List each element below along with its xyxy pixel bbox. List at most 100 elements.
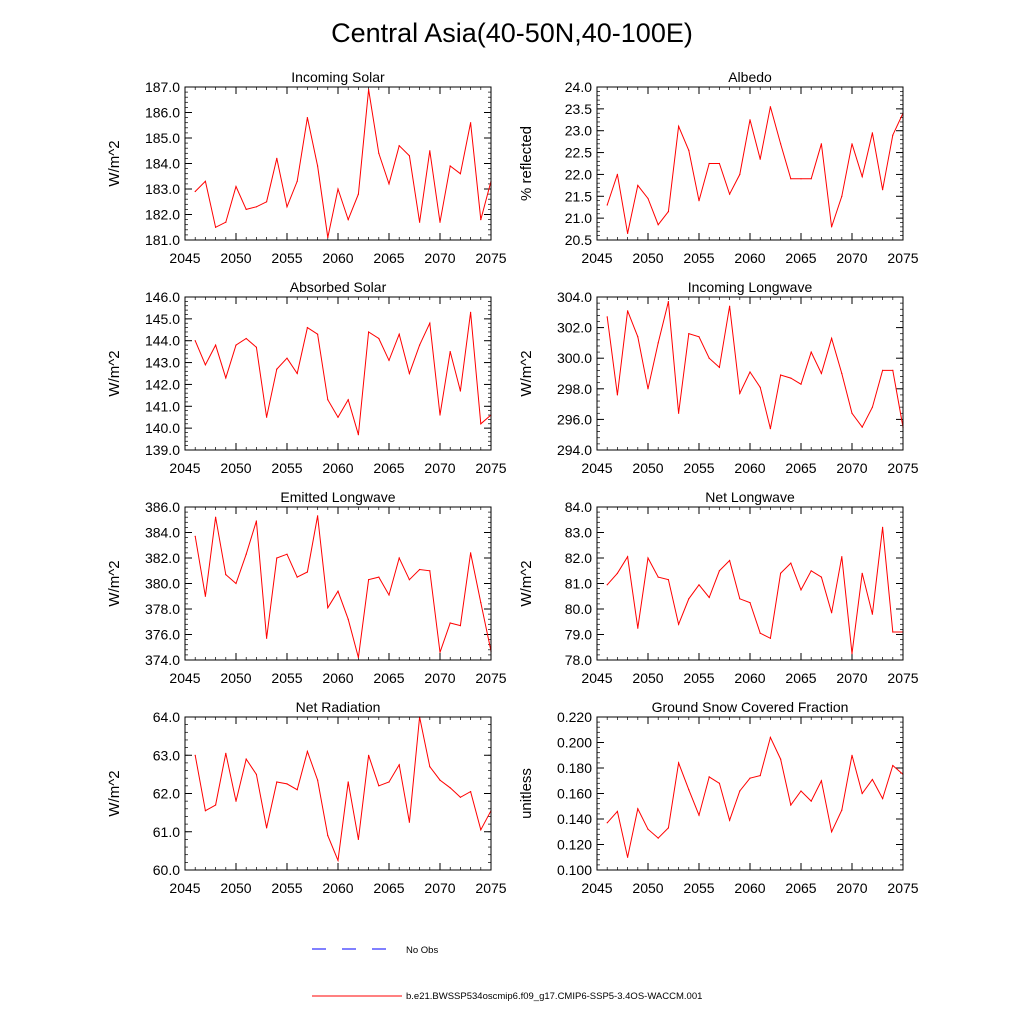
- xtick-label: 2045: [581, 880, 612, 896]
- data-point: [439, 221, 441, 223]
- data-point: [708, 776, 710, 778]
- data-point: [627, 310, 629, 312]
- panel-title-net-radiation: Net Radiation: [296, 699, 381, 715]
- xtick-label: 2065: [373, 250, 404, 266]
- xtick-label: 2045: [581, 670, 612, 686]
- data-point: [245, 758, 247, 760]
- panel-ground-snow-covered-fraction: Ground Snow Covered Fraction unitless 2045…: [518, 699, 919, 896]
- data-point: [225, 377, 227, 379]
- xtick-label: 2060: [322, 250, 353, 266]
- xtick-label: 2075: [475, 880, 506, 896]
- ytick-label: 79.0: [565, 627, 592, 643]
- ytick-label: 0.220: [557, 709, 592, 725]
- data-point: [439, 651, 441, 653]
- data-point: [357, 434, 359, 436]
- plot-frame: [184, 296, 492, 451]
- data-point: [378, 576, 380, 578]
- ylabel-albedo: % reflected: [518, 126, 535, 201]
- data-point: [749, 119, 751, 121]
- data-point: [459, 625, 461, 627]
- data-point: [678, 762, 680, 764]
- series-line-net-longwave: [606, 527, 903, 654]
- data-point: [718, 162, 721, 165]
- data-point: [337, 416, 339, 418]
- xtick-label: 2055: [271, 880, 302, 896]
- xtick-label: 2060: [322, 670, 353, 686]
- data-point: [255, 520, 257, 522]
- xtick-label: 2055: [683, 670, 714, 686]
- xtick-label: 2075: [887, 250, 918, 266]
- data-point: [204, 810, 206, 812]
- data-point: [204, 180, 206, 182]
- data-point: [790, 377, 792, 379]
- panel-title-incoming-longwave: Incoming Longwave: [688, 279, 813, 295]
- data-point: [439, 414, 441, 416]
- data-point: [647, 828, 649, 830]
- data-point: [245, 208, 247, 210]
- data-point: [470, 791, 472, 793]
- data-point: [235, 800, 237, 802]
- xtick-label: 2045: [169, 250, 200, 266]
- data-point: [739, 598, 741, 600]
- data-point: [296, 789, 298, 791]
- ylabel-absorbed-solar: W/m^2: [106, 350, 123, 396]
- data-point: [647, 197, 649, 200]
- data-point: [357, 656, 359, 659]
- xtick-label: 2075: [475, 670, 506, 686]
- data-point: [606, 204, 608, 206]
- data-point: [749, 602, 751, 604]
- data-point: [851, 754, 853, 756]
- xtick-label: 2060: [734, 460, 765, 476]
- data-point: [429, 150, 431, 152]
- data-point: [306, 750, 308, 753]
- data-point: [194, 754, 196, 756]
- data-point: [266, 201, 268, 203]
- data-point: [286, 357, 288, 359]
- xtick-label: 2045: [581, 250, 612, 266]
- ytick-label: 143.0: [145, 355, 180, 371]
- xtick-label: 2075: [887, 460, 918, 476]
- legend-model-label: b.e21.BWSSP534oscmip6.f09_g17.CMIP6-SSP5…: [406, 991, 702, 1002]
- data-point: [688, 149, 690, 151]
- data-point: [480, 219, 482, 221]
- data-point: [266, 827, 268, 829]
- data-point: [841, 195, 843, 197]
- data-point: [831, 831, 833, 833]
- panel-albedo: Albedo % reflected 2045 2050 2055 2060 2065 207…: [518, 69, 919, 266]
- data-point: [368, 88, 370, 91]
- panel-absorbed-solar: Absorbed Solar W/m^2 2045 2050 2055 2060 2065 2…: [106, 279, 507, 476]
- ytick-label: 376.0: [145, 627, 180, 643]
- panel-net-radiation: Net Radiation W/m^2 2045 2050 2055 2060 2065 20…: [106, 699, 507, 896]
- xtick-label: 2050: [220, 670, 251, 686]
- ytick-label: 139.0: [145, 442, 180, 458]
- data-point: [419, 221, 421, 223]
- data-point: [225, 574, 227, 576]
- data-point: [480, 602, 482, 604]
- ytick-label: 380.0: [145, 576, 180, 592]
- data-point: [810, 570, 812, 572]
- data-point: [698, 814, 700, 816]
- ytick-label: 144.0: [145, 333, 180, 349]
- data-point: [398, 145, 400, 147]
- data-point: [245, 337, 247, 340]
- data-point: [429, 322, 431, 324]
- data-point: [729, 305, 731, 307]
- data-point: [306, 571, 308, 573]
- ylabel-net-longwave: W/m^2: [518, 560, 535, 606]
- xtick-label: 2070: [424, 670, 455, 686]
- xtick-label: 2055: [683, 250, 714, 266]
- data-point: [871, 406, 874, 408]
- data-point: [729, 559, 731, 562]
- xtick-label: 2070: [836, 880, 867, 896]
- xtick-label: 2075: [475, 250, 506, 266]
- data-point: [708, 357, 710, 359]
- xtick-label: 2060: [322, 880, 353, 896]
- plot-frame: [596, 296, 904, 451]
- data-point: [337, 859, 339, 862]
- figure-title: Central Asia(40-50N,40-100E): [331, 18, 693, 48]
- data-point: [882, 189, 884, 191]
- data-point: [368, 331, 370, 333]
- ytick-label: 21.5: [565, 188, 592, 204]
- series-line-incoming-solar: [194, 89, 492, 238]
- legend-obs-label: No Obs: [406, 945, 438, 956]
